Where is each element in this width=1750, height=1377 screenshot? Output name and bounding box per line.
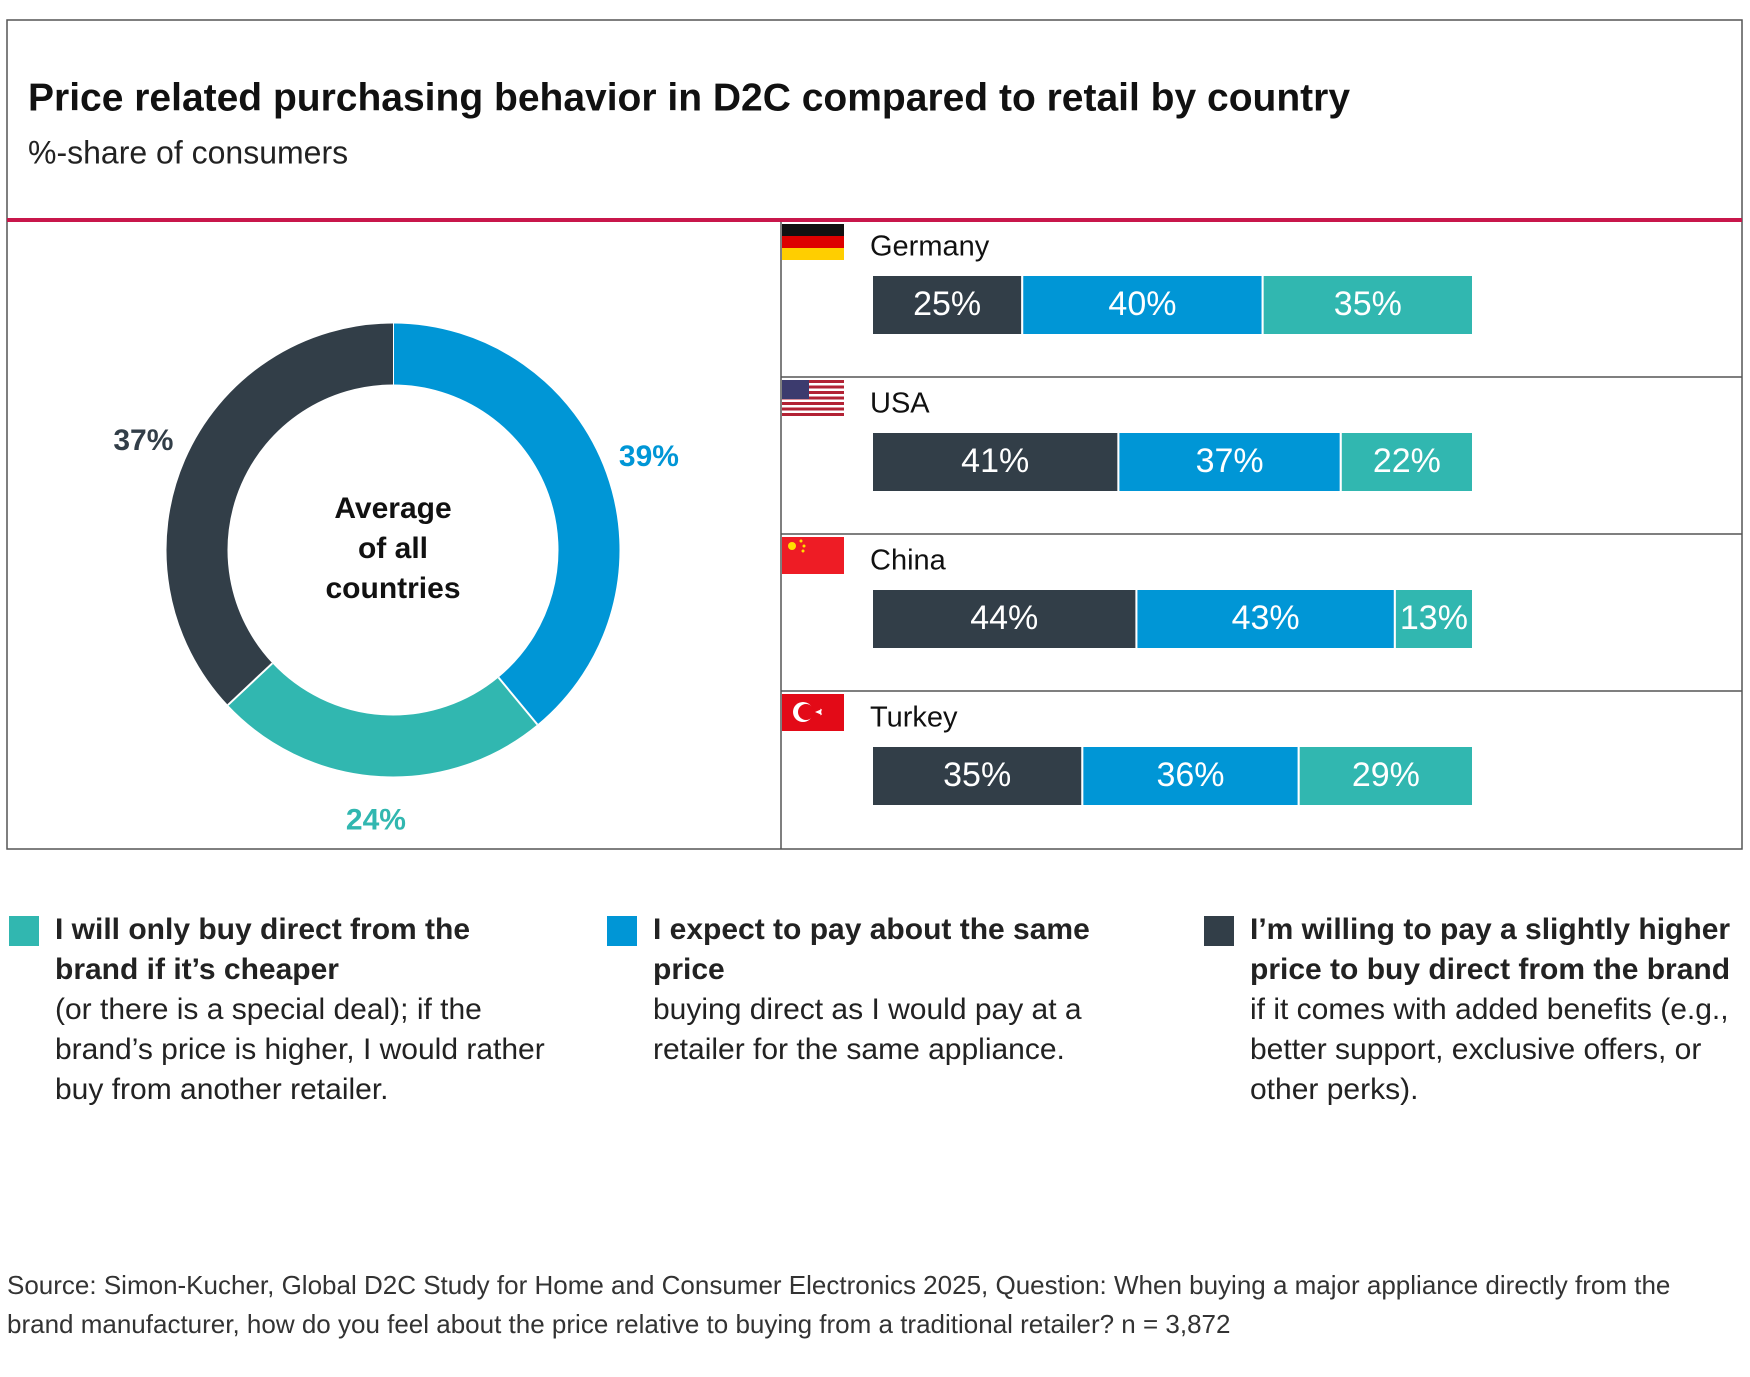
donut-segment [166,323,394,706]
donut-segment [392,323,620,725]
legend-name: I will only buy direct from the brand if… [55,913,471,986]
legend-text: I will only buy direct from the brand if… [55,910,555,1110]
data-label: 22% [1373,442,1441,480]
data-label: 39% [619,440,679,473]
category-label: Germany [870,231,990,263]
legend-name: I expect to pay about the same price [653,913,1090,986]
bar-segment [871,431,1120,493]
data-label: 37% [1196,442,1264,480]
center-label: Average [334,492,451,525]
legend-swatch [9,916,39,946]
segment-divider [227,662,274,706]
legend-description: (or there is a special deal); if the bra… [55,993,545,1106]
legend-description: if it comes with added benefits (e.g., b… [1250,993,1729,1106]
bar-segment [871,274,1024,336]
chart: Price related purchasing behavior in D2C… [6,19,1743,850]
bar-segment [871,588,1138,650]
data-label: 36% [1156,756,1224,794]
bar-segment [1339,431,1475,493]
data-label: 24% [346,803,406,836]
legend-name: I’m willing to pay a slightly higher pri… [1250,913,1731,986]
bar-segment [1135,588,1396,650]
frame [6,19,1743,850]
flag-china [782,537,844,574]
legend-text: I expect to pay about the same price buy… [653,910,1153,1070]
data-label: 13% [1400,599,1468,637]
bar-segment [1021,274,1264,336]
flag-germany [782,224,844,260]
data-label: 25% [913,285,981,323]
title: Price related purchasing behavior in D2C… [28,76,1350,119]
data-label: 40% [1108,285,1176,323]
category-label: USA [870,388,930,420]
category-label: Turkey [870,702,958,734]
legend-swatch [1204,916,1234,946]
flag-turkey [782,694,844,731]
data-label: 35% [1334,285,1402,323]
center-label: countries [325,572,460,605]
center-label: of all [358,532,428,565]
bar-segment [871,745,1084,807]
legend-text: I’m willing to pay a slightly higher pri… [1250,910,1750,1110]
bar-segment [1117,431,1342,493]
donut-segment [227,662,538,777]
segment-divider [497,676,539,726]
legend-swatch [607,916,637,946]
data-label: 41% [961,442,1029,480]
data-label: 44% [970,599,1038,637]
data-label: 29% [1352,756,1420,794]
subtitle: %-share of consumers [28,134,348,170]
legend: I will only buy direct from the brand if… [0,910,1750,1170]
bar-segment [1261,274,1475,336]
source-note: Source: Simon-Kucher, Global D2C Study f… [7,1270,1671,1339]
data-label: 35% [943,756,1011,794]
data-label: 37% [113,424,173,457]
bar-segment [1297,745,1474,807]
data-label: 43% [1232,599,1300,637]
flag-usa [782,380,844,416]
category-label: China [870,545,947,577]
bar-segment [1393,588,1474,650]
legend-description: buying direct as I would pay at a retail… [653,993,1082,1066]
